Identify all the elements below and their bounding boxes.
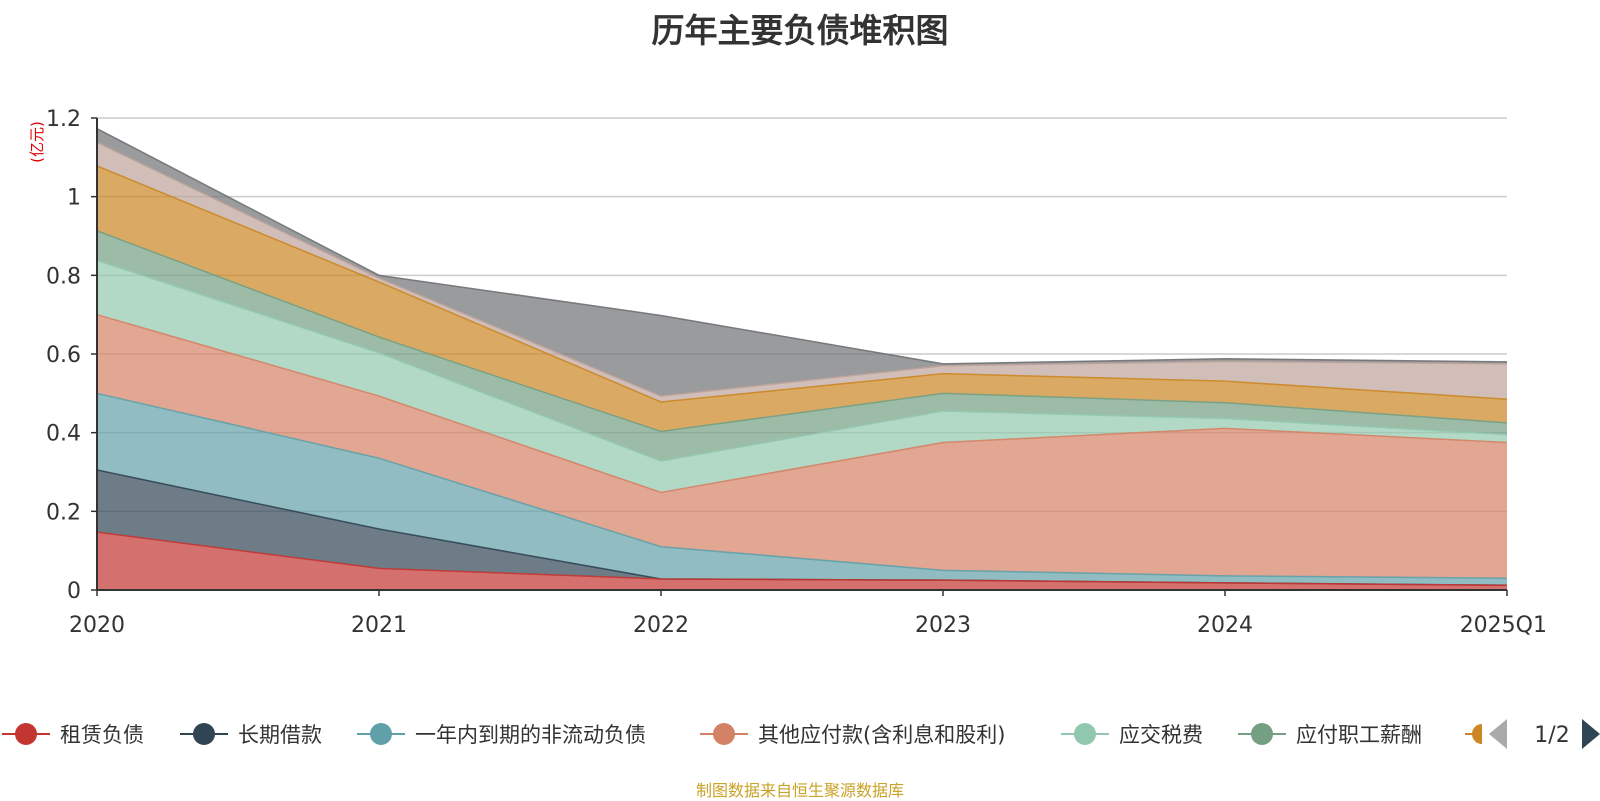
- x-tick-label: 2020: [69, 613, 125, 638]
- y-tick-label: 0.2: [46, 500, 81, 525]
- area-series-line-8: [96, 141, 1508, 397]
- legend-item-4[interactable]: 其他应付款(含利息和股利): [700, 723, 1005, 747]
- pager-next-icon[interactable]: [1582, 719, 1600, 749]
- area-series-line-4: [96, 313, 1508, 494]
- legend-item-5[interactable]: 应交税费: [1061, 723, 1203, 747]
- pager-page-indicator: 1/2: [1534, 723, 1569, 748]
- area-series-8: [97, 142, 1507, 402]
- legend-item-6[interactable]: 应付职工薪酬: [1238, 723, 1422, 747]
- area-series-4: [97, 314, 1507, 579]
- area-series-5: [97, 260, 1507, 493]
- area-series-2: [97, 470, 1507, 586]
- area-series-line-6: [96, 230, 1508, 433]
- legend-item-7[interactable]: [1465, 724, 1482, 744]
- y-tick-label: 1.2: [46, 107, 81, 132]
- legend-marker-dot: [370, 723, 392, 745]
- legend-pager[interactable]: 1/2: [1489, 719, 1600, 749]
- area-series-1: [97, 532, 1507, 590]
- x-tick-label: 2023: [915, 613, 971, 638]
- y-tick-label: 0.4: [46, 422, 81, 447]
- legend-label: 租赁负债: [60, 723, 144, 747]
- legend-label: 一年内到期的非流动负债: [415, 723, 646, 747]
- data-source-note: 制图数据来自恒生聚源数据库: [695, 781, 904, 800]
- y-tick-label: 1: [67, 186, 81, 211]
- legend-label: 其他应付款(含利息和股利): [758, 723, 1005, 747]
- legend-item-2[interactable]: 长期借款: [180, 723, 322, 747]
- x-axis-ticks: 2020 2021 2022 2023 2024 2025Q1: [69, 590, 1547, 638]
- legend-marker-dot: [15, 723, 37, 745]
- legend-item-1[interactable]: 租赁负债: [2, 723, 144, 747]
- area-series-line-5: [96, 259, 1508, 462]
- area-series-layer: [96, 127, 1508, 590]
- y-tick-label: 0.8: [46, 264, 81, 289]
- legend-marker-dot: [1251, 723, 1273, 745]
- legend-marker-dot: [713, 723, 735, 745]
- x-tick-label: 2025Q1: [1460, 613, 1547, 638]
- legend-label: 应付职工薪酬: [1296, 723, 1422, 747]
- legend-marker-dot: [1074, 723, 1096, 745]
- y-axis-ticks: 0 0.2 0.4 0.6 0.8 1 1.2: [46, 107, 97, 604]
- legend-marker-dot: [193, 723, 215, 745]
- area-series-line-9: [96, 127, 1508, 365]
- legend-item-3[interactable]: 一年内到期的非流动负债: [357, 723, 646, 747]
- y-tick-label: 0.6: [46, 343, 81, 368]
- area-series-line-3: [96, 392, 1508, 579]
- legend-label: 应交税费: [1119, 723, 1203, 747]
- legend[interactable]: 租赁负债 长期借款 一年内到期的非流动负债 其他应付款(含利息和股利) 应交税费 应付职工…: [2, 723, 1482, 747]
- area-series-line-7: [96, 165, 1508, 403]
- area-series-9: [97, 128, 1507, 397]
- x-tick-label: 2024: [1197, 613, 1253, 638]
- y-axis-unit-label: (亿元): [28, 121, 46, 163]
- legend-marker-dot: [1472, 724, 1482, 744]
- area-series-6: [97, 230, 1507, 461]
- legend-label: 长期借款: [238, 723, 322, 747]
- area-series-line-1: [96, 531, 1508, 587]
- area-series-3: [97, 393, 1507, 586]
- x-tick-label: 2022: [633, 613, 689, 638]
- x-tick-label: 2021: [351, 613, 407, 638]
- y-tick-label: 0: [67, 579, 81, 604]
- area-series-7: [97, 165, 1507, 432]
- chart-title: 历年主要负债堆积图: [651, 11, 949, 50]
- pager-prev-icon[interactable]: [1489, 719, 1507, 749]
